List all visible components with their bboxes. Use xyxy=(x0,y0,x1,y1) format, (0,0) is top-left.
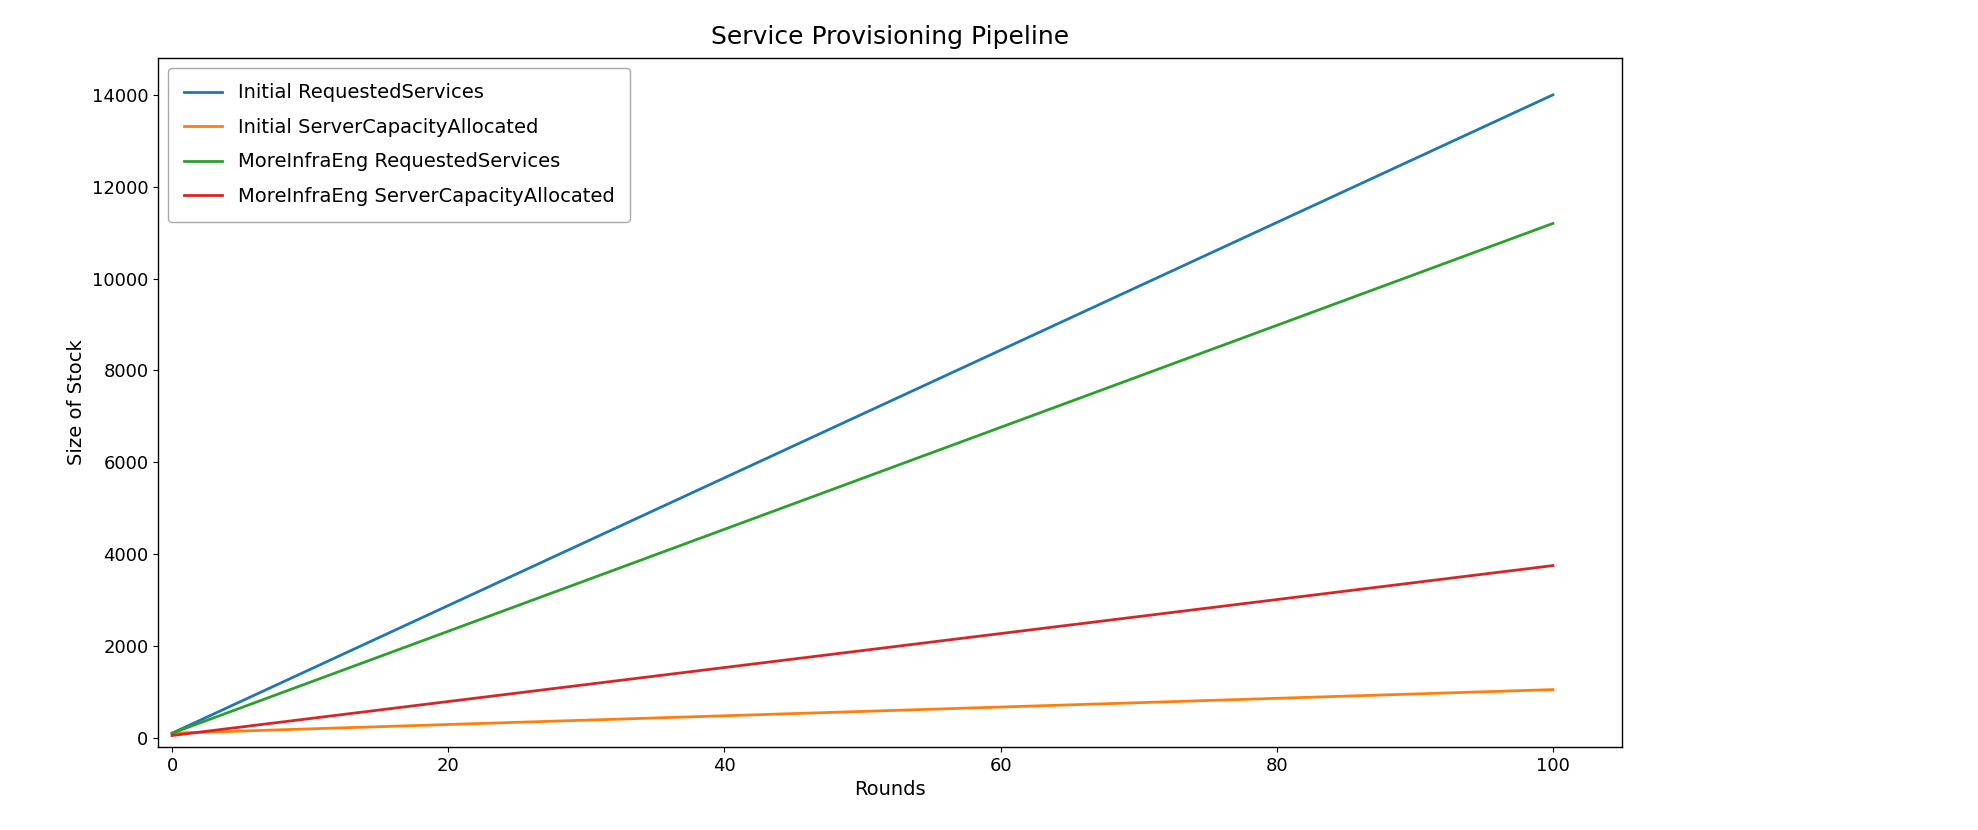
MoreInfraEng RequestedServices xyxy=(1127,371,1151,381)
Initial ServerCapacityAllocated xyxy=(989,702,1013,712)
MoreInfraEng RequestedServices xyxy=(795,494,819,504)
Initial ServerCapacityAllocated xyxy=(160,728,184,738)
Line: MoreInfraEng ServerCapacityAllocated: MoreInfraEng ServerCapacityAllocated xyxy=(172,565,1553,735)
MoreInfraEng RequestedServices xyxy=(989,422,1013,432)
MoreInfraEng ServerCapacityAllocated xyxy=(160,730,184,740)
Y-axis label: Size of Stock: Size of Stock xyxy=(67,339,87,466)
Title: Service Provisioning Pipeline: Service Provisioning Pipeline xyxy=(710,25,1070,49)
MoreInfraEng ServerCapacityAllocated xyxy=(1197,603,1220,613)
MoreInfraEng ServerCapacityAllocated xyxy=(257,719,281,729)
Line: Initial RequestedServices: Initial RequestedServices xyxy=(172,95,1553,733)
Line: Initial ServerCapacityAllocated: Initial ServerCapacityAllocated xyxy=(172,690,1553,733)
Initial ServerCapacityAllocated xyxy=(1541,685,1565,695)
Initial RequestedServices xyxy=(257,684,281,694)
Initial ServerCapacityAllocated xyxy=(257,725,281,735)
MoreInfraEng RequestedServices xyxy=(257,692,281,702)
MoreInfraEng RequestedServices xyxy=(160,728,184,738)
Initial ServerCapacityAllocated xyxy=(506,717,530,727)
Legend: Initial RequestedServices, Initial ServerCapacityAllocated, MoreInfraEng Request: Initial RequestedServices, Initial Serve… xyxy=(168,68,631,222)
MoreInfraEng RequestedServices xyxy=(1541,218,1565,228)
MoreInfraEng ServerCapacityAllocated xyxy=(1127,612,1151,622)
Initial RequestedServices xyxy=(989,345,1013,355)
MoreInfraEng ServerCapacityAllocated xyxy=(1541,560,1565,570)
Line: MoreInfraEng RequestedServices: MoreInfraEng RequestedServices xyxy=(172,223,1553,733)
MoreInfraEng RequestedServices xyxy=(1197,346,1220,356)
Initial ServerCapacityAllocated xyxy=(1127,698,1151,708)
Initial RequestedServices xyxy=(506,569,530,579)
Initial RequestedServices xyxy=(1127,281,1151,291)
MoreInfraEng ServerCapacityAllocated xyxy=(795,652,819,662)
MoreInfraEng ServerCapacityAllocated xyxy=(506,688,530,698)
Initial RequestedServices xyxy=(795,435,819,445)
Initial ServerCapacityAllocated xyxy=(795,708,819,718)
Initial RequestedServices xyxy=(1197,250,1220,260)
X-axis label: Rounds: Rounds xyxy=(854,780,926,799)
Initial RequestedServices xyxy=(1541,90,1565,100)
Initial RequestedServices xyxy=(160,728,184,738)
Initial ServerCapacityAllocated xyxy=(1197,696,1220,706)
MoreInfraEng ServerCapacityAllocated xyxy=(989,628,1013,638)
MoreInfraEng RequestedServices xyxy=(506,601,530,611)
